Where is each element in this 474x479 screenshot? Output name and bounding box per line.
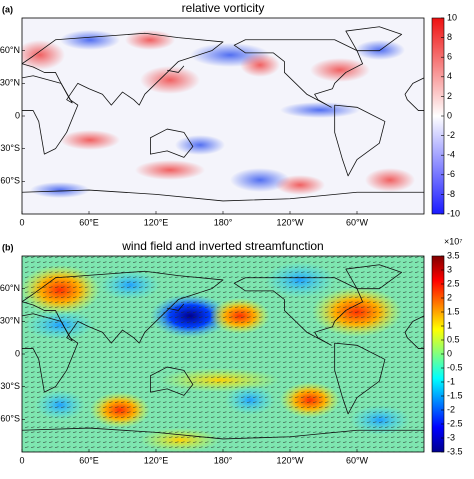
colorbar-tick-label: -3.5 [447, 446, 463, 456]
colorbar-tick-label: 2 [447, 292, 452, 302]
colorbar-tick-label: -10 [447, 208, 460, 218]
colorbar-tick-label: -1 [447, 376, 455, 386]
y-tick-label: 0 [15, 348, 20, 358]
x-tick-label: 60°E [79, 217, 99, 227]
colorbar-tick-label: 10 [447, 12, 457, 22]
x-tick-label: 0 [19, 217, 24, 227]
x-tick-label: 120°E [144, 217, 169, 227]
x-tick-label: 120°W [276, 217, 304, 227]
y-tick-label: 60°S [0, 414, 20, 424]
y-tick-label: 30°S [0, 143, 20, 153]
y-tick-label: 60°S [0, 176, 20, 186]
vorticity-field [22, 18, 424, 214]
colorbar-tick-label: 3.5 [447, 250, 460, 260]
chart-title: relative vorticity [182, 1, 265, 15]
x-tick-label: 0 [19, 455, 24, 465]
x-tick-label: 60°E [79, 455, 99, 465]
panel-label: (b) [2, 242, 14, 252]
colorbar-tick-label: 2 [447, 91, 452, 101]
colorbar-tick-label: -4 [447, 150, 455, 160]
x-tick-label: 120°W [276, 455, 304, 465]
colorbar-tick-label: 0 [447, 110, 452, 120]
colorbar-tick-label: 2.5 [447, 278, 460, 288]
x-tick-label: 120°E [144, 455, 169, 465]
chart-title: wind field and inverted streamfunction [121, 239, 323, 253]
y-tick-label: 60°N [0, 283, 20, 293]
x-tick-label: 180° [214, 455, 233, 465]
colorbar-tick-label: 6 [447, 52, 452, 62]
colorbar-tick-label: 4 [447, 71, 452, 81]
colorbar-tick-label: 3 [447, 264, 452, 274]
colorbar-tick-label: 0.5 [447, 334, 460, 344]
y-tick-label: 60°N [0, 45, 20, 55]
colorbar-exponent: ×10⁷ [444, 236, 463, 246]
colorbar-tick-label: 1 [447, 320, 452, 330]
colorbar-tick-label: 0 [447, 348, 452, 358]
y-tick-label: 30°N [0, 78, 20, 88]
colorbar-tick-label: -2.5 [447, 418, 463, 428]
colorbar-tick-label: -0.5 [447, 362, 463, 372]
y-tick-label: 30°S [0, 381, 20, 391]
x-tick-label: 60°W [346, 455, 369, 465]
colorbar-tick-label: -1.5 [447, 390, 463, 400]
colorbar-tick-label: -2 [447, 130, 455, 140]
colorbar-tick-label: -2 [447, 404, 455, 414]
y-tick-label: 30°N [0, 316, 20, 326]
x-tick-label: 60°W [346, 217, 369, 227]
colorbar-tick-label: 8 [447, 32, 452, 42]
panel-label: (a) [2, 4, 13, 14]
y-tick-label: 0 [15, 110, 20, 120]
colorbar-tick-label: -8 [447, 189, 455, 199]
colorbar-tick-label: -6 [447, 169, 455, 179]
colorbar-tick-label: 1.5 [447, 306, 460, 316]
streamfunction-field [22, 256, 424, 452]
colorbar-tick-label: -3 [447, 432, 455, 442]
x-tick-label: 180° [214, 217, 233, 227]
